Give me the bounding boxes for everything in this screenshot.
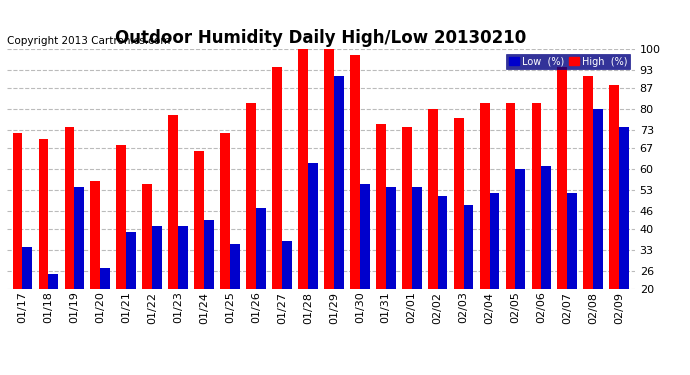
Bar xyxy=(334,76,344,289)
Bar xyxy=(246,103,256,289)
Bar xyxy=(272,67,282,289)
Bar xyxy=(480,103,489,289)
Title: Outdoor Humidity Daily High/Low 20130210: Outdoor Humidity Daily High/Low 20130210 xyxy=(115,29,526,47)
Bar xyxy=(298,49,308,289)
Bar xyxy=(48,274,58,289)
Bar xyxy=(386,187,395,289)
Bar xyxy=(168,115,178,289)
Bar xyxy=(428,109,437,289)
Bar xyxy=(12,133,23,289)
Bar xyxy=(204,220,214,289)
Bar xyxy=(584,76,593,289)
Bar xyxy=(506,103,515,289)
Bar xyxy=(593,109,603,289)
Bar xyxy=(558,67,567,289)
Bar xyxy=(412,187,422,289)
Bar xyxy=(402,127,412,289)
Bar xyxy=(178,226,188,289)
Bar xyxy=(75,187,84,289)
Bar xyxy=(308,163,317,289)
Bar xyxy=(152,226,162,289)
Bar xyxy=(609,85,619,289)
Bar xyxy=(567,193,578,289)
Bar xyxy=(194,151,204,289)
Bar xyxy=(619,127,629,289)
Bar xyxy=(282,241,292,289)
Bar xyxy=(542,166,551,289)
Bar xyxy=(64,127,75,289)
Bar xyxy=(464,205,473,289)
Bar xyxy=(359,184,370,289)
Bar xyxy=(220,133,230,289)
Bar xyxy=(126,232,136,289)
Bar xyxy=(256,208,266,289)
Bar xyxy=(515,169,525,289)
Bar xyxy=(23,247,32,289)
Bar xyxy=(437,196,448,289)
Text: Copyright 2013 Cartronics.com: Copyright 2013 Cartronics.com xyxy=(7,36,170,46)
Bar xyxy=(117,145,126,289)
Legend: Low  (%), High  (%): Low (%), High (%) xyxy=(506,54,630,69)
Bar xyxy=(350,55,359,289)
Bar xyxy=(39,139,48,289)
Bar xyxy=(531,103,542,289)
Bar xyxy=(454,118,464,289)
Bar xyxy=(324,49,334,289)
Bar xyxy=(142,184,152,289)
Bar xyxy=(230,244,240,289)
Bar xyxy=(376,124,386,289)
Bar xyxy=(100,268,110,289)
Bar xyxy=(90,181,100,289)
Bar xyxy=(489,193,500,289)
